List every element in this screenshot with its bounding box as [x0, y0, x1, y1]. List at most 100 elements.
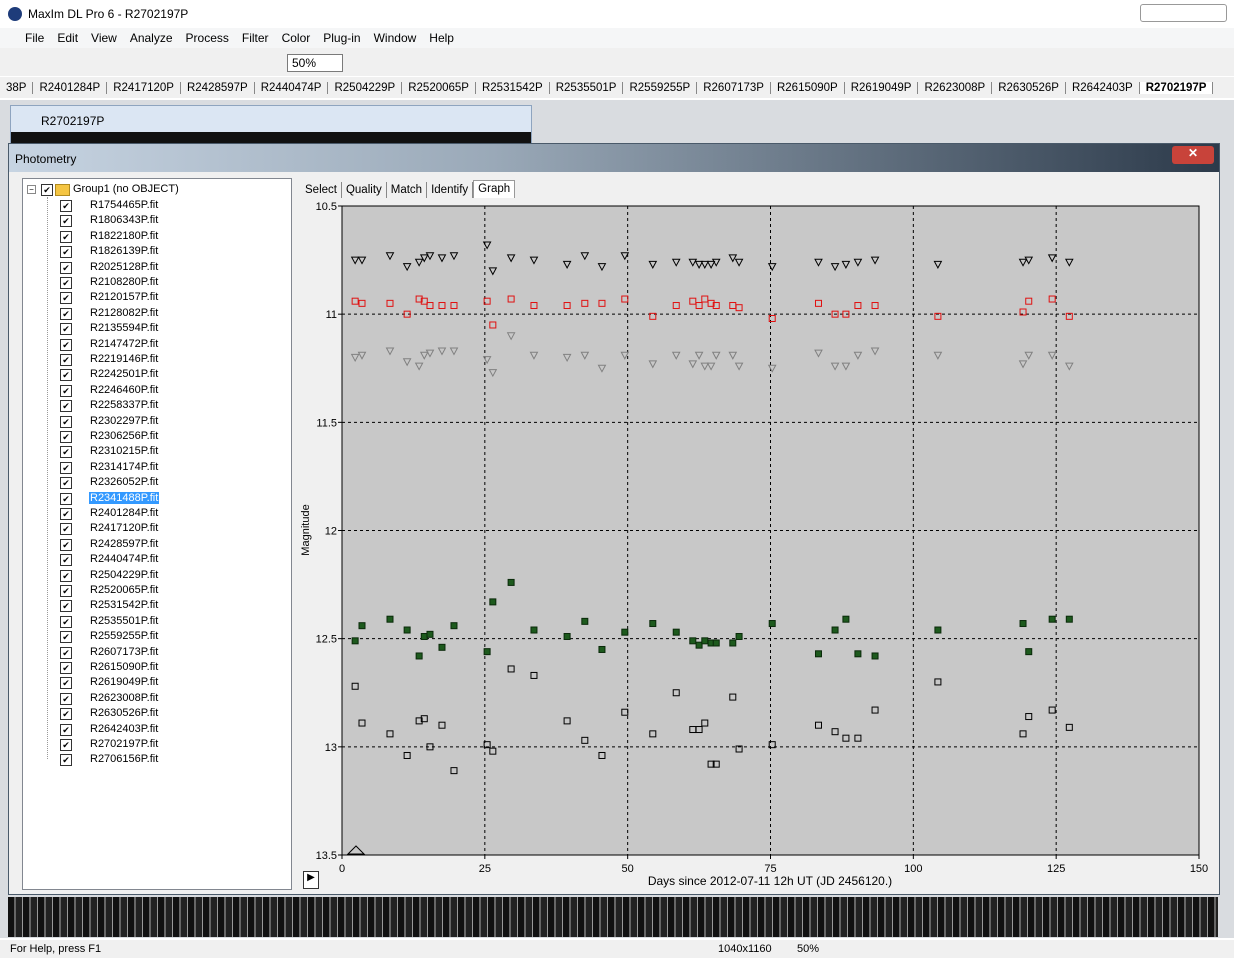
- file-item[interactable]: R1822180P.fit: [89, 230, 159, 242]
- menu-item[interactable]: Window: [374, 31, 417, 45]
- image-tab[interactable]: R2428597P: [181, 82, 255, 94]
- file-item[interactable]: R2428597P.fit: [89, 538, 159, 550]
- point: [713, 640, 719, 646]
- file-checkbox: ✔: [60, 446, 72, 458]
- file-item[interactable]: R2630526P.fit: [89, 707, 159, 719]
- file-item[interactable]: R2246460P.fit: [89, 384, 159, 396]
- file-item[interactable]: R2706156P.fit: [89, 753, 159, 765]
- image-tab[interactable]: R2630526P: [992, 82, 1066, 94]
- file-item[interactable]: R2615090P.fit: [89, 661, 159, 673]
- image-tab[interactable]: 38P: [0, 82, 33, 94]
- file-checkbox: ✔: [60, 462, 72, 474]
- image-tab[interactable]: R2440474P: [255, 82, 329, 94]
- y-tick-label: 11: [326, 309, 337, 321]
- image-tab[interactable]: R2623008P: [918, 82, 992, 94]
- x-tick-label: 150: [1190, 863, 1208, 875]
- menu-item[interactable]: Analyze: [130, 31, 173, 45]
- close-button[interactable]: ✕: [1172, 146, 1214, 164]
- file-item[interactable]: R1754465P.fit: [89, 199, 159, 211]
- file-item[interactable]: R2135594P.fit: [89, 322, 159, 334]
- file-checkbox: ✔: [60, 292, 72, 304]
- image-tab[interactable]: R2642403P: [1066, 82, 1140, 94]
- file-item[interactable]: R2242501P.fit: [89, 368, 159, 380]
- y-tick-label: 11.5: [316, 417, 337, 429]
- point: [690, 638, 696, 644]
- y-tick-label: 12.5: [316, 634, 337, 646]
- menu-bar: File Edit View Analyze Process Filter Color Plu…: [0, 28, 1234, 48]
- file-checkbox: ✔: [60, 200, 72, 212]
- menu-item[interactable]: View: [91, 31, 117, 45]
- menu-item[interactable]: Plug-in: [323, 31, 360, 45]
- x-tick-label: 25: [479, 863, 491, 875]
- file-item[interactable]: R2147472P.fit: [89, 338, 159, 350]
- file-item[interactable]: R2642403P.fit: [89, 723, 159, 735]
- file-item[interactable]: R2108280P.fit: [89, 276, 159, 288]
- file-item[interactable]: R2504229P.fit: [89, 569, 159, 581]
- menu-item[interactable]: File: [25, 31, 44, 45]
- point: [622, 629, 628, 635]
- file-item[interactable]: R2520065P.fit: [89, 584, 159, 596]
- file-item[interactable]: R2302297P.fit: [89, 415, 159, 427]
- file-item[interactable]: R2314174P.fit: [89, 461, 159, 473]
- image-tab[interactable]: R2401284P: [33, 82, 107, 94]
- file-item[interactable]: R1826139P.fit: [89, 245, 159, 257]
- file-item[interactable]: R2310215P.fit: [89, 445, 159, 457]
- file-item[interactable]: R2306256P.fit: [89, 430, 159, 442]
- file-item[interactable]: R2401284P.fit: [89, 507, 159, 519]
- zoom-select[interactable]: 50%: [287, 54, 343, 72]
- menu-item[interactable]: Process: [186, 31, 229, 45]
- file-item[interactable]: R2619049P.fit: [89, 676, 159, 688]
- image-tab[interactable]: R2520065P: [402, 82, 476, 94]
- file-checkbox: ✔: [60, 631, 72, 643]
- image-tab[interactable]: R2559255P: [623, 82, 697, 94]
- file-item[interactable]: R2258337P.fit: [89, 399, 159, 411]
- file-item[interactable]: R1806343P.fit: [89, 214, 159, 226]
- file-item[interactable]: R2219146P.fit: [89, 353, 159, 365]
- image-tab[interactable]: R2535501P: [550, 82, 624, 94]
- image-tab[interactable]: R2531542P: [476, 82, 550, 94]
- file-checkbox: ✔: [60, 369, 72, 381]
- point: [832, 627, 838, 633]
- image-tab[interactable]: R2504229P: [328, 82, 402, 94]
- toolbar: [0, 48, 1234, 76]
- file-item[interactable]: R2702197P.fit: [89, 738, 159, 750]
- file-item[interactable]: R2326052P.fit: [89, 476, 159, 488]
- file-item[interactable]: R2531542P.fit: [89, 599, 159, 611]
- menu-item[interactable]: Help: [429, 31, 454, 45]
- file-item[interactable]: R2341488P.fit: [89, 492, 159, 504]
- y-tick-label: 12: [325, 526, 337, 538]
- file-item[interactable]: R2417120P.fit: [89, 522, 159, 534]
- image-tab[interactable]: R2619049P: [845, 82, 919, 94]
- file-item[interactable]: R2025128P.fit: [89, 261, 159, 273]
- file-item[interactable]: R2607173P.fit: [89, 646, 159, 658]
- point: [564, 634, 570, 640]
- tree-line: [47, 197, 48, 759]
- x-axis-label: Days since 2012-07-11 12h UT (JD 2456120…: [648, 874, 892, 888]
- file-item[interactable]: R2120157P.fit: [89, 291, 159, 303]
- window-controls[interactable]: [1140, 4, 1227, 22]
- image-tab[interactable]: R2607173P: [697, 82, 771, 94]
- menu-item[interactable]: Color: [282, 31, 311, 45]
- image-tab[interactable]: R2702197P: [1140, 82, 1214, 94]
- menu-item[interactable]: Edit: [57, 31, 78, 45]
- y-tick-label: 13: [325, 742, 337, 754]
- y-tick-label: 10.5: [316, 201, 337, 213]
- file-item[interactable]: R2128082P.fit: [89, 307, 159, 319]
- file-item[interactable]: R2535501P.fit: [89, 615, 159, 627]
- point: [404, 627, 410, 633]
- point: [359, 623, 365, 629]
- image-tab[interactable]: R2417120P: [107, 82, 181, 94]
- file-checkbox: ✔: [60, 231, 72, 243]
- file-item[interactable]: R2623008P.fit: [89, 692, 159, 704]
- menu-item[interactable]: Filter: [242, 31, 269, 45]
- file-checkbox: ✔: [60, 724, 72, 736]
- file-checkbox: ✔: [60, 585, 72, 597]
- file-item[interactable]: R2440474P.fit: [89, 553, 159, 565]
- file-checkbox: ✔: [60, 539, 72, 551]
- file-item[interactable]: R2559255P.fit: [89, 630, 159, 642]
- file-checkbox: ✔: [60, 570, 72, 582]
- point: [531, 627, 537, 633]
- point: [1066, 616, 1072, 622]
- file-checkbox: ✔: [60, 677, 72, 689]
- image-tab[interactable]: R2615090P: [771, 82, 845, 94]
